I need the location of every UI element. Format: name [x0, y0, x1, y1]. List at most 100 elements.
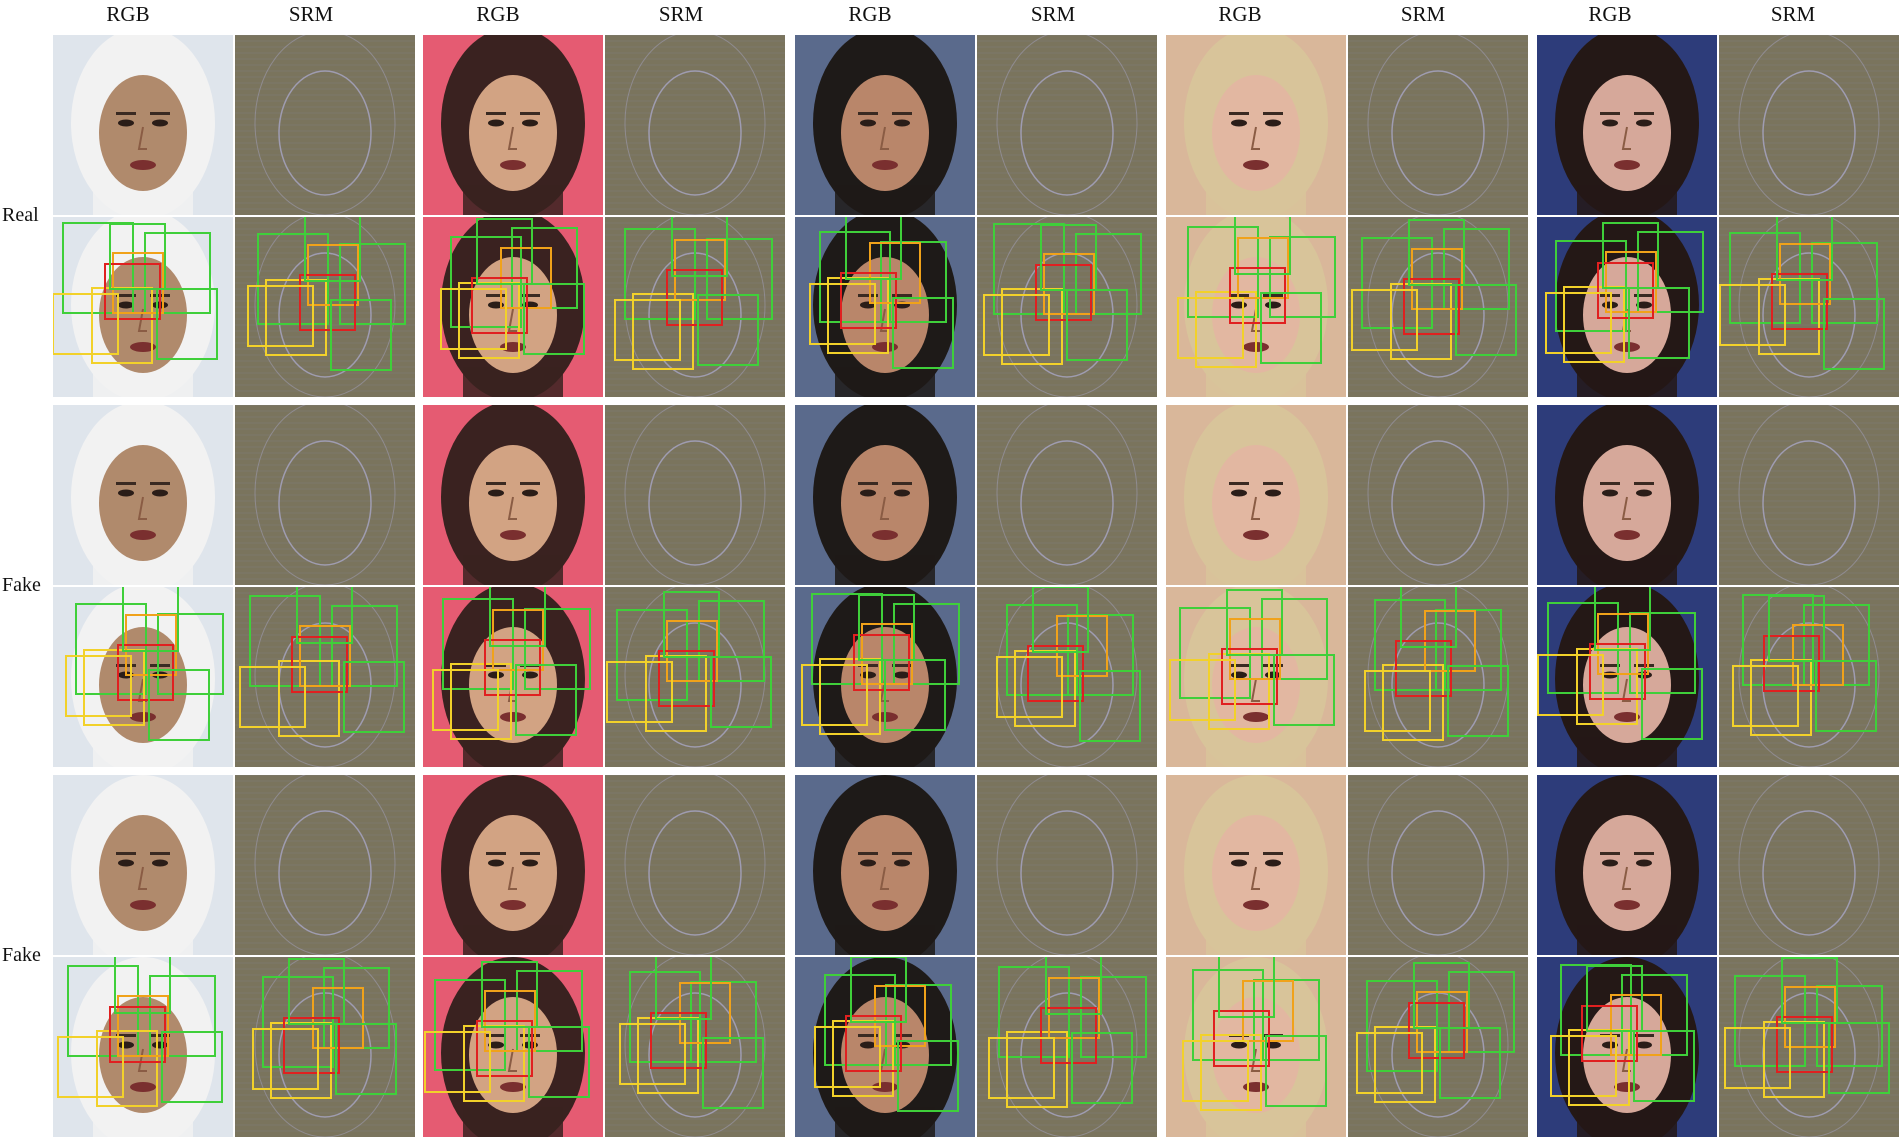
attention-region-box: [606, 661, 673, 723]
attention-region-box: [1218, 957, 1275, 1018]
attention-region-box: [658, 650, 715, 707]
attention-region-box: [1079, 670, 1141, 742]
attention-region-box: [1351, 289, 1418, 351]
attention-region-box: [299, 625, 351, 687]
attention-region-box: [671, 217, 728, 277]
attention-region-box: [1589, 643, 1646, 700]
rgb-image-tile: [53, 405, 233, 585]
attention-region-box: [1234, 217, 1291, 275]
rgb-image-tile: [1537, 957, 1717, 1137]
attention-region-box: [65, 655, 132, 717]
srm-image-tile: [605, 405, 785, 585]
attention-region-box: [710, 656, 772, 728]
attention-region-box: [1586, 965, 1643, 1032]
attention-region-box: [343, 661, 405, 733]
attention-region-box: [1006, 1031, 1068, 1108]
attention-region-box: [1629, 612, 1696, 694]
srm-image-tile: [235, 217, 415, 397]
column-header: SRM: [288, 2, 334, 26]
srm-image-tile: [977, 775, 1157, 955]
attention-region-box: [1045, 957, 1102, 1015]
attention-region-box: [801, 664, 868, 726]
attention-region-box: [1273, 654, 1335, 726]
row-label-real: Real: [2, 204, 39, 226]
attention-region-box: [1177, 297, 1244, 359]
attention-region-box: [1555, 240, 1627, 332]
attention-region-box: [1815, 660, 1877, 732]
attention-region-box: [1448, 971, 1515, 1053]
attention-region-box: [249, 595, 321, 687]
srm-image-tile: [977, 587, 1157, 767]
attention-region-box: [1563, 286, 1625, 363]
attention-region-box: [489, 587, 546, 647]
column-header: RGB: [1588, 2, 1632, 26]
attention-region-box: [450, 236, 522, 328]
attention-region-box: [1447, 665, 1509, 737]
attention-region-box: [57, 1036, 124, 1098]
rgb-image-tile: [1166, 957, 1346, 1137]
attention-region-box: [663, 591, 720, 658]
rgb-image-tile: [1537, 217, 1717, 397]
attention-region-box: [845, 1015, 902, 1072]
attention-region-box: [442, 598, 514, 690]
attention-region-box: [122, 587, 179, 652]
rgb-image-tile: [1166, 775, 1346, 955]
attention-region-box: [476, 1020, 533, 1077]
attention-region-box: [247, 285, 314, 347]
attention-region-box: [288, 958, 345, 1025]
attention-region-box: [156, 288, 218, 360]
srm-image-tile: [605, 35, 785, 215]
srm-image-tile: [1348, 587, 1528, 767]
attention-region-box: [1200, 1034, 1262, 1111]
attention-region-box: [1771, 273, 1828, 330]
attention-region-box: [1071, 1032, 1133, 1104]
attention-region-box: [114, 957, 171, 1014]
attention-region-box: [1581, 1005, 1638, 1062]
attention-region-box: [1261, 598, 1328, 680]
attention-region-box: [450, 663, 512, 740]
srm-image-tile: [1348, 35, 1528, 215]
row-label-fake-2: Fake: [2, 944, 41, 966]
attention-region-box: [1027, 645, 1084, 702]
attention-region-box: [1768, 595, 1825, 662]
attention-region-box: [697, 294, 759, 366]
srm-image-tile: [1348, 775, 1528, 955]
rgb-image-tile: [1537, 587, 1717, 767]
attention-region-box: [1602, 222, 1659, 289]
attention-region-box: [1213, 1010, 1270, 1067]
attention-region-box: [1828, 1022, 1890, 1094]
srm-image-tile: [1348, 217, 1528, 397]
rgb-image-tile: [53, 587, 233, 767]
column-header: SRM: [1400, 2, 1446, 26]
attention-region-box: [335, 1023, 397, 1095]
attention-region-box: [698, 600, 765, 682]
srm-image-tile: [1719, 957, 1899, 1137]
attention-region-box: [1537, 654, 1604, 716]
column-header: SRM: [658, 2, 704, 26]
attention-region-box: [283, 1017, 340, 1074]
srm-image-tile: [605, 957, 785, 1137]
rgb-image-tile: [795, 957, 975, 1137]
attention-region-box: [1781, 957, 1838, 1024]
srm-image-tile: [605, 587, 785, 767]
rgb-image-tile: [795, 775, 975, 955]
srm-image-tile: [235, 405, 415, 585]
attention-region-box: [278, 660, 340, 737]
attention-region-box: [304, 217, 361, 282]
attention-region-box: [1395, 640, 1452, 697]
attention-region-box: [824, 974, 896, 1066]
attention-region-box: [157, 613, 224, 695]
srm-image-tile: [977, 405, 1157, 585]
attention-region-box: [1408, 1002, 1465, 1059]
attention-region-box: [1080, 976, 1147, 1058]
attention-region-box: [1269, 236, 1336, 318]
column-header: RGB: [106, 2, 150, 26]
attention-region-box: [1260, 292, 1322, 364]
attention-region-box: [516, 970, 583, 1052]
attention-region-box: [1226, 589, 1283, 656]
attention-region-box: [109, 1006, 166, 1063]
attention-region-box: [528, 1026, 590, 1098]
attention-region-box: [432, 669, 499, 731]
attention-region-box: [262, 976, 334, 1068]
attention-region-box: [117, 995, 169, 1057]
